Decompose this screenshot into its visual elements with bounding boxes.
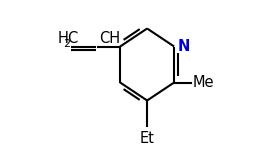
- Text: N: N: [178, 39, 190, 54]
- Text: 2: 2: [63, 39, 70, 49]
- Text: H: H: [57, 31, 68, 46]
- Text: CH: CH: [99, 31, 120, 46]
- Text: Me: Me: [193, 75, 215, 90]
- Text: Et: Et: [140, 131, 155, 146]
- Text: C: C: [67, 31, 77, 46]
